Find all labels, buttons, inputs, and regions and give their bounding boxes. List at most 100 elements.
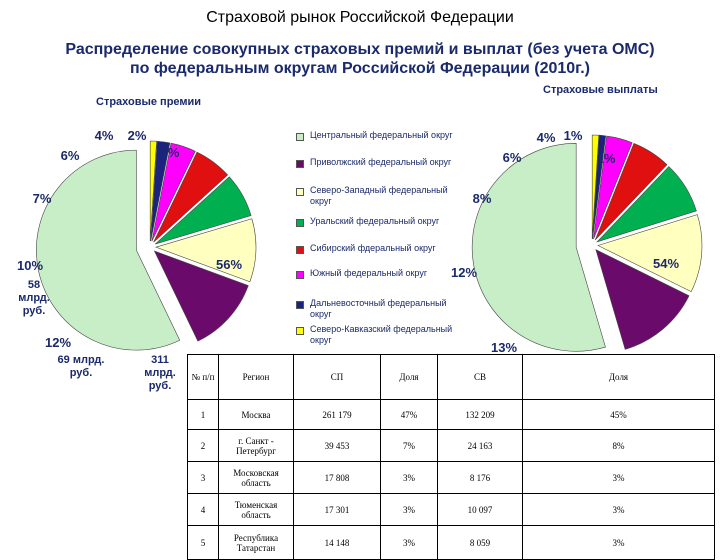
table-cell: 3%	[522, 493, 715, 526]
table-cell: Тюменская область	[218, 493, 294, 526]
table-cell: Республика Татарстан	[218, 525, 294, 560]
legend-label: Сибирский фдеральный округ	[310, 243, 436, 253]
table-row: 2 г. Санкт - Петербург 39 453 7% 24 163 8%	[187, 429, 715, 462]
pie-label: 12%	[451, 265, 477, 280]
table-row: 1 Москва 261 179 47% 132 209 45%	[187, 399, 715, 430]
legend-label: Северо-Кавказский федеральный округ	[310, 324, 453, 345]
table-cell: 10 097	[437, 493, 523, 526]
subtitle-line-2: по федеральным округам Российской Федера…	[129, 60, 591, 77]
table-cell: 47%	[380, 399, 438, 430]
table-cell: 8 176	[437, 461, 523, 494]
legend-swatch	[296, 188, 304, 196]
premiums-pie: 56% 12% 10% 7% 6% 4% 2% 1%	[17, 128, 257, 351]
legend-swatch	[296, 246, 304, 254]
table-cell: 3	[187, 461, 219, 494]
pie-label: 6%	[61, 148, 80, 163]
table-cell: 24 163	[437, 429, 523, 462]
table-cell: Москва	[218, 399, 294, 430]
pie-slice	[153, 151, 229, 243]
payouts-pie: 54% 13% 12% 8% 6% 4% 1% 1%	[451, 128, 703, 355]
pie-slice	[151, 142, 196, 242]
header-region: Регион	[218, 354, 294, 400]
table-cell: 4	[187, 493, 219, 526]
table-row: 3 Московская область 17 808 3% 8 176 3%	[187, 461, 715, 494]
pie-label: 10%	[17, 258, 43, 273]
table-cell: 8 059	[437, 525, 523, 560]
pie-label: 4%	[537, 130, 556, 145]
pie-label: 6%	[503, 150, 522, 165]
pie-slice	[155, 176, 252, 245]
table-cell: 2	[187, 429, 219, 462]
pie-label: 12%	[45, 335, 71, 350]
legend-swatch	[296, 219, 304, 227]
header-number: № п/п	[187, 354, 219, 400]
table-cell: 17 808	[293, 461, 381, 494]
table-cell: 3%	[522, 525, 715, 560]
table-cell: 5	[187, 525, 219, 560]
slide-title: Страховой рынок Российской Федерации	[206, 9, 514, 26]
legend-swatch	[296, 327, 304, 335]
pie-slice	[471, 142, 606, 352]
table-cell: 17 301	[293, 493, 381, 526]
pie-slice	[36, 149, 181, 351]
annotation-311: 311 млрд. руб.	[144, 354, 176, 392]
annotation-58: 58 млрд. руб.	[18, 279, 50, 317]
table-cell: 261 179	[293, 399, 381, 430]
pie-label: 1%	[564, 128, 583, 143]
pie-slice	[592, 134, 607, 240]
table-cell: 3%	[380, 493, 438, 526]
subtitle-line-1: Распределение совокупных страховых преми…	[65, 41, 655, 58]
pie-label: 13%	[491, 340, 517, 355]
pie-slice	[596, 166, 697, 243]
pie-slice	[594, 143, 668, 241]
pie-slice	[591, 134, 600, 240]
legend-label: Приволжский федеральный округ	[310, 157, 452, 167]
table-cell: 39 453	[293, 429, 381, 462]
table-cell: 3%	[380, 461, 438, 494]
pie-label: 2%	[128, 128, 147, 143]
legend-label: Северо-Западный федеральный округ	[310, 185, 448, 206]
regions-table: № п/п Регион СП Доля СВ Доля 1 Москва 261 …	[187, 354, 715, 560]
premiums-chart-title: Страховые премии	[96, 96, 202, 108]
pie-label: 8%	[473, 191, 492, 206]
pie-slice	[595, 249, 690, 350]
pie-label: 1%	[597, 151, 616, 166]
pie-charts: 56% 12% 10% 7% 6% 4% 2% 1% 54% 13% 12% 8% 6% 4% 1% 1%	[17, 128, 703, 355]
pie-slice	[597, 214, 703, 293]
table-row: 4 Тюменская область 17 301 3% 10 097 3%	[187, 493, 715, 526]
pie-label: 54%	[653, 256, 679, 271]
legend-swatch	[296, 271, 304, 279]
payouts-chart-title: Страховые выплаты	[543, 84, 658, 96]
pie-label: 7%	[33, 191, 52, 206]
legend-label: Центральный федеральный округ	[310, 130, 453, 140]
table-cell: 3%	[380, 525, 438, 560]
table-cell: 8%	[522, 429, 715, 462]
header-sp: СП	[293, 354, 381, 400]
pie-slice	[593, 135, 633, 240]
table-header-row: № п/п Регион СП Доля СВ Доля	[187, 354, 715, 400]
legend-label: Южный федеральный округ	[310, 268, 428, 278]
pie-slice	[153, 250, 249, 342]
legend-swatch	[296, 133, 304, 141]
legend-swatch	[296, 160, 304, 168]
table-cell: 3%	[522, 461, 715, 494]
header-sv: СВ	[437, 354, 523, 400]
pie-label: 1%	[161, 145, 180, 160]
legend-swatch	[296, 301, 304, 309]
pie-label: 56%	[216, 257, 242, 272]
table-cell: 132 209	[437, 399, 523, 430]
pie-label: 4%	[95, 128, 114, 143]
header-share-sp: Доля	[380, 354, 438, 400]
table-cell: г. Санкт - Петербург	[218, 429, 294, 462]
table-cell: 7%	[380, 429, 438, 462]
table-row: 5 Республика Татарстан 14 148 3% 8 059 3%	[187, 525, 715, 560]
legend-label: Уральский федеральный округ	[310, 216, 440, 226]
table-cell: 14 148	[293, 525, 381, 560]
table-cell: Московская область	[218, 461, 294, 494]
annotation-69: 69 млрд. руб.	[57, 354, 105, 379]
table-cell: 1	[187, 399, 219, 430]
slide-subtitle: Распределение совокупных страховых преми…	[0, 40, 720, 78]
legend-label: Дальневосточный федеральный округ	[310, 298, 447, 319]
table-cell: 45%	[522, 399, 715, 430]
pie-slice	[150, 140, 171, 242]
